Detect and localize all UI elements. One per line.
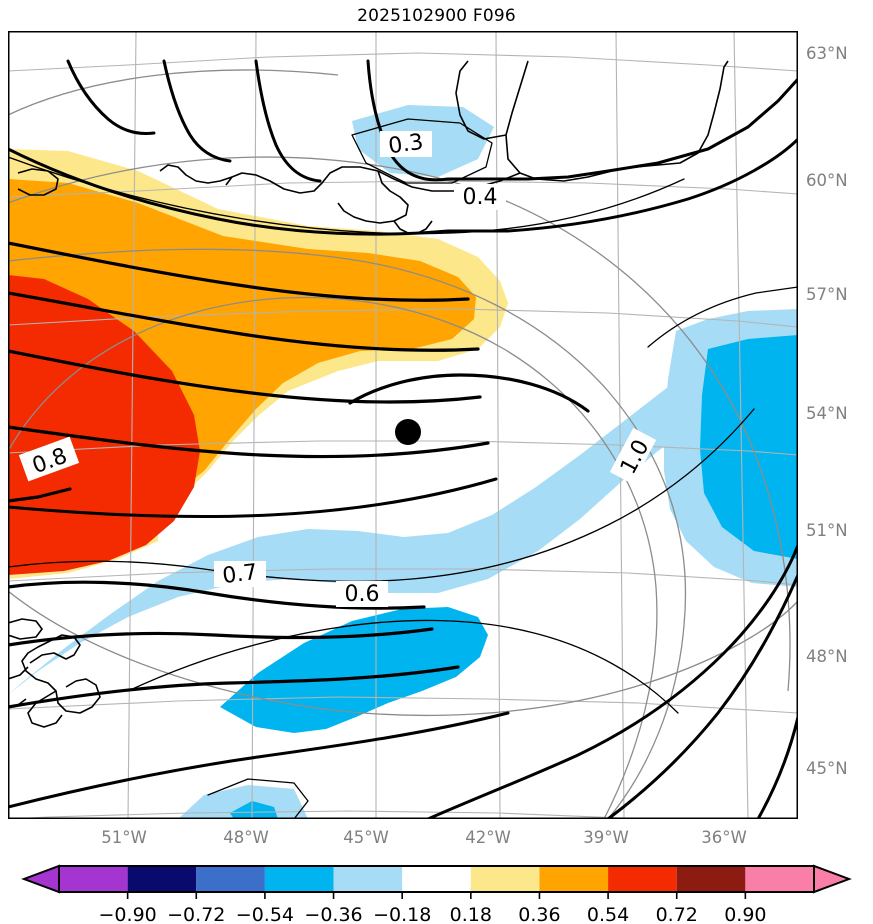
contour-0-4	[8, 137, 798, 236]
colorbar-tick-label: 0.90	[724, 904, 766, 924]
contour-0-7-upper	[8, 349, 482, 404]
lat-tick-48: 48°N	[806, 647, 848, 666]
lon-tick-39w: 39°W	[583, 828, 629, 847]
storm-center-marker	[395, 419, 421, 445]
lat-tick-45: 45°N	[806, 759, 848, 778]
contour-1-0-closed	[348, 373, 590, 413]
contour-thin-d	[127, 619, 679, 714]
svg-text:0.3: 0.3	[387, 130, 425, 160]
fill-band-n054-n036-greenlandsmall	[230, 801, 278, 819]
colorbar-segment	[745, 866, 814, 892]
colorbar-tick-label: −0.36	[304, 904, 362, 924]
contour-label-0-6: 0.6	[336, 581, 388, 607]
colorbar-segment	[402, 866, 471, 892]
lon-tick-42w: 42°W	[465, 828, 511, 847]
contour-thin-c	[8, 408, 755, 583]
lat-tick-63: 63°N	[806, 44, 848, 63]
contour-0-3-left3	[66, 59, 156, 135]
colorbar-segment	[539, 866, 609, 892]
contour-thin-a	[8, 156, 685, 235]
probability-contours	[8, 59, 798, 819]
colorbar-segment	[264, 866, 334, 892]
contour-0-3-left	[254, 59, 322, 183]
contour-thin-b	[351, 118, 493, 184]
contour-thin-f	[647, 286, 798, 348]
lat-tick-57: 57°N	[806, 285, 848, 304]
colorbar-extend-max	[813, 864, 852, 894]
colorbar-segment	[59, 866, 128, 892]
colorbar-ticks	[126, 892, 747, 899]
range-arcs	[8, 69, 798, 819]
colorbar-segment	[127, 866, 197, 892]
contour-label-0-7: 0.7	[214, 560, 266, 589]
colorbar-tick-label: 0.72	[656, 904, 698, 924]
colorbar-segment	[608, 866, 677, 892]
colorbar-outline	[58, 865, 815, 893]
contour-0-3-outer	[366, 59, 798, 182]
map-frame	[8, 31, 798, 819]
lon-tick-45w: 45°W	[343, 828, 389, 847]
lat-tick-51: 51°N	[806, 521, 848, 540]
graticule-grid	[8, 31, 798, 819]
colorbar-tick-labels: −0.90 −0.72 −0.54 −0.36 −0.18 0.18 0.36 0.54 0.7…	[99, 904, 767, 924]
colorbar-tick-label: 0.36	[518, 904, 560, 924]
contour-0-8-label-line	[8, 487, 72, 503]
contour-0-9-upper	[8, 477, 498, 519]
colorbar-tick-label: −0.72	[167, 904, 225, 924]
contour-label-0-3: 0.3	[380, 130, 432, 160]
colorbar-extend-min	[21, 864, 60, 894]
fill-band-054-072	[8, 275, 200, 575]
contour-0-3-left2	[162, 59, 232, 163]
svg-text:0.6: 0.6	[345, 582, 380, 607]
fill-band-n036-n018-bottomedge	[178, 785, 308, 819]
colorbar-segment	[676, 866, 746, 892]
coastlines	[17, 60, 729, 234]
svg-text:0.7: 0.7	[221, 560, 259, 589]
contour-0-5	[8, 241, 470, 302]
map-panel: 0.3 0.4 0.8 0.7 0.6	[8, 31, 798, 819]
contour-thin-e	[207, 778, 309, 819]
colorbar-tick-label: −0.18	[373, 904, 431, 924]
contour-0-3-far-right	[756, 715, 798, 819]
contour-label-group: 0.3 0.4 0.8 0.7 0.6	[18, 130, 657, 607]
colorbar-segment	[333, 866, 403, 892]
colorbar: −0.90 −0.72 −0.54 −0.36 −0.18 0.18 0.36 0.54 0.7…	[0, 858, 873, 924]
fill-band-n054-n036-southwest	[220, 607, 488, 733]
colorbar-tick-label: 0.18	[450, 904, 492, 924]
svg-text:0.4: 0.4	[463, 185, 498, 210]
contour-0-7-lower	[8, 580, 426, 610]
lat-tick-60: 60°N	[806, 171, 848, 190]
contour-0-5-lower	[8, 665, 460, 709]
lon-tick-51w: 51°W	[101, 828, 147, 847]
colorbar-segments	[21, 864, 852, 894]
contour-label-0-4: 0.4	[454, 184, 506, 210]
contour-0-6-upper	[8, 291, 480, 352]
contour-0-3-lower-right2	[606, 573, 798, 819]
lat-tick-54: 54°N	[806, 404, 848, 423]
colorbar-tick-label: −0.90	[99, 904, 157, 924]
lon-tick-48w: 48°W	[223, 828, 269, 847]
contour-0-4-lower	[8, 711, 510, 809]
colorbar-tick-label: −0.54	[236, 904, 294, 924]
colorbar-segment	[470, 866, 540, 892]
page-title: 2025102900 F096	[357, 6, 516, 26]
lon-tick-36w: 36°W	[701, 828, 747, 847]
colorbar-tick-label: 0.54	[587, 904, 629, 924]
contour-0-3-lower-right	[426, 543, 798, 819]
contour-0-6-lower	[8, 627, 434, 647]
contour-0-8-upper	[8, 425, 490, 459]
colorbar-segment	[196, 866, 265, 892]
